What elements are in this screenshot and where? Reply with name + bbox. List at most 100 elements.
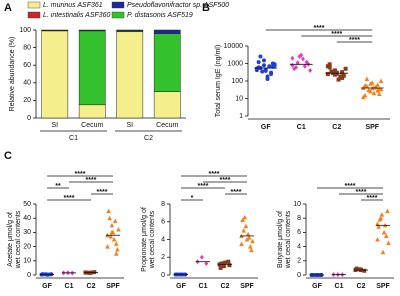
- y-tick-label: 0: [27, 115, 31, 122]
- data-point: [106, 208, 111, 214]
- data-point: [385, 208, 390, 214]
- significance-label: ****: [356, 189, 367, 196]
- significance-label: ****: [367, 195, 378, 202]
- bar-segment: [78, 104, 106, 119]
- data-point: [267, 64, 272, 69]
- y-axis-label: wet cecal contents: [149, 210, 156, 269]
- y-tick-label: 8: [161, 201, 165, 208]
- bar-segment: [116, 31, 144, 119]
- data-point: [108, 234, 114, 239]
- x-tick-label: C2: [221, 283, 230, 290]
- y-tick-label: 40: [23, 215, 31, 222]
- data-point: [242, 214, 248, 220]
- significance-label: ****: [198, 183, 209, 190]
- x-tick-label: SPF: [240, 283, 254, 290]
- data-point: [245, 231, 251, 237]
- y-tick-label: 0: [27, 272, 31, 279]
- data-point: [375, 82, 380, 87]
- x-tick-label: C1: [335, 283, 344, 290]
- data-point: [376, 224, 381, 229]
- data-point: [240, 217, 245, 222]
- significance-label: ****: [86, 177, 97, 184]
- data-point: [107, 215, 112, 221]
- x-tick-label: GF: [312, 283, 322, 290]
- data-point: [364, 76, 370, 82]
- data-point: [336, 77, 341, 82]
- panel-label: B: [202, 2, 210, 14]
- data-point: [115, 246, 120, 252]
- legend-swatch: [27, 1, 41, 9]
- y-axis-label: wet cecal contents: [15, 210, 22, 269]
- significance-label: *: [191, 195, 194, 202]
- data-point: [265, 77, 270, 82]
- significance-label: ****: [75, 171, 86, 178]
- x-tick-label: SPF: [106, 283, 120, 290]
- data-point: [250, 238, 255, 244]
- data-point: [375, 237, 380, 242]
- x-tick-label: C2: [332, 124, 341, 131]
- data-point: [334, 71, 339, 76]
- data-point: [366, 87, 371, 93]
- data-point: [226, 259, 231, 264]
- data-point: [290, 55, 295, 61]
- legend-swatch: [111, 1, 125, 9]
- y-tick-label: 4: [161, 236, 165, 243]
- panel-label: C: [4, 150, 12, 162]
- data-point: [241, 228, 246, 233]
- x-tick-label: C1: [65, 283, 74, 290]
- legend-label: L. intestinalis ASF360: [43, 12, 111, 19]
- data-point: [109, 222, 115, 228]
- data-point: [112, 218, 118, 224]
- data-point: [239, 241, 244, 246]
- data-point: [341, 73, 346, 78]
- legend-swatch: [27, 11, 41, 19]
- y-tick-label: 10: [23, 258, 31, 265]
- data-point: [199, 254, 204, 260]
- data-point: [384, 233, 389, 238]
- x-tick-label: SI: [126, 122, 133, 129]
- data-point: [272, 63, 277, 68]
- y-tick-label: 2: [297, 258, 301, 265]
- x-tick-label: SPF: [365, 124, 379, 131]
- data-point: [361, 94, 366, 100]
- data-point: [269, 72, 274, 77]
- data-point: [381, 229, 387, 235]
- y-tick-label: 1: [239, 113, 243, 120]
- x-tick-label: GF: [42, 283, 52, 290]
- data-point: [379, 212, 385, 217]
- data-point: [261, 63, 266, 68]
- y-tick-label: 1000: [227, 60, 243, 67]
- y-tick-label: 20: [23, 97, 31, 104]
- data-point: [258, 54, 263, 59]
- y-tick-label: 60: [23, 62, 31, 69]
- y-tick-label: 30: [23, 229, 31, 236]
- bar-segment: [78, 30, 106, 106]
- data-point: [249, 247, 254, 253]
- x-tick-label: Cecum: [81, 122, 103, 129]
- x-tick-label: C2: [87, 283, 96, 290]
- significance-label: ****: [64, 195, 75, 202]
- legend-swatch: [111, 11, 125, 19]
- data-point: [114, 251, 119, 256]
- y-axis-label: Total serum IgE (ng/ml): [215, 45, 222, 117]
- data-point: [223, 260, 227, 265]
- y-tick-label: 80: [23, 44, 31, 51]
- data-point: [378, 78, 384, 83]
- y-tick-label: 100: [19, 27, 31, 34]
- data-point: [299, 52, 304, 58]
- significance-label: ****: [231, 189, 242, 196]
- data-point: [263, 68, 268, 73]
- legend-label: L. murinus ASF361: [43, 2, 103, 9]
- data-point: [386, 240, 391, 246]
- significance-label: ****: [345, 183, 356, 190]
- data-point: [371, 90, 377, 96]
- y-tick-label: 6: [161, 219, 165, 226]
- y-tick-label: 10: [293, 201, 301, 208]
- y-tick-label: 4: [297, 243, 301, 250]
- y-tick-label: 20: [23, 243, 31, 250]
- data-point: [219, 261, 224, 266]
- group-label: C2: [144, 135, 153, 142]
- significance-label: ****: [209, 171, 220, 178]
- data-point: [378, 215, 384, 221]
- y-axis-label: Relative abundance (%): [9, 37, 16, 112]
